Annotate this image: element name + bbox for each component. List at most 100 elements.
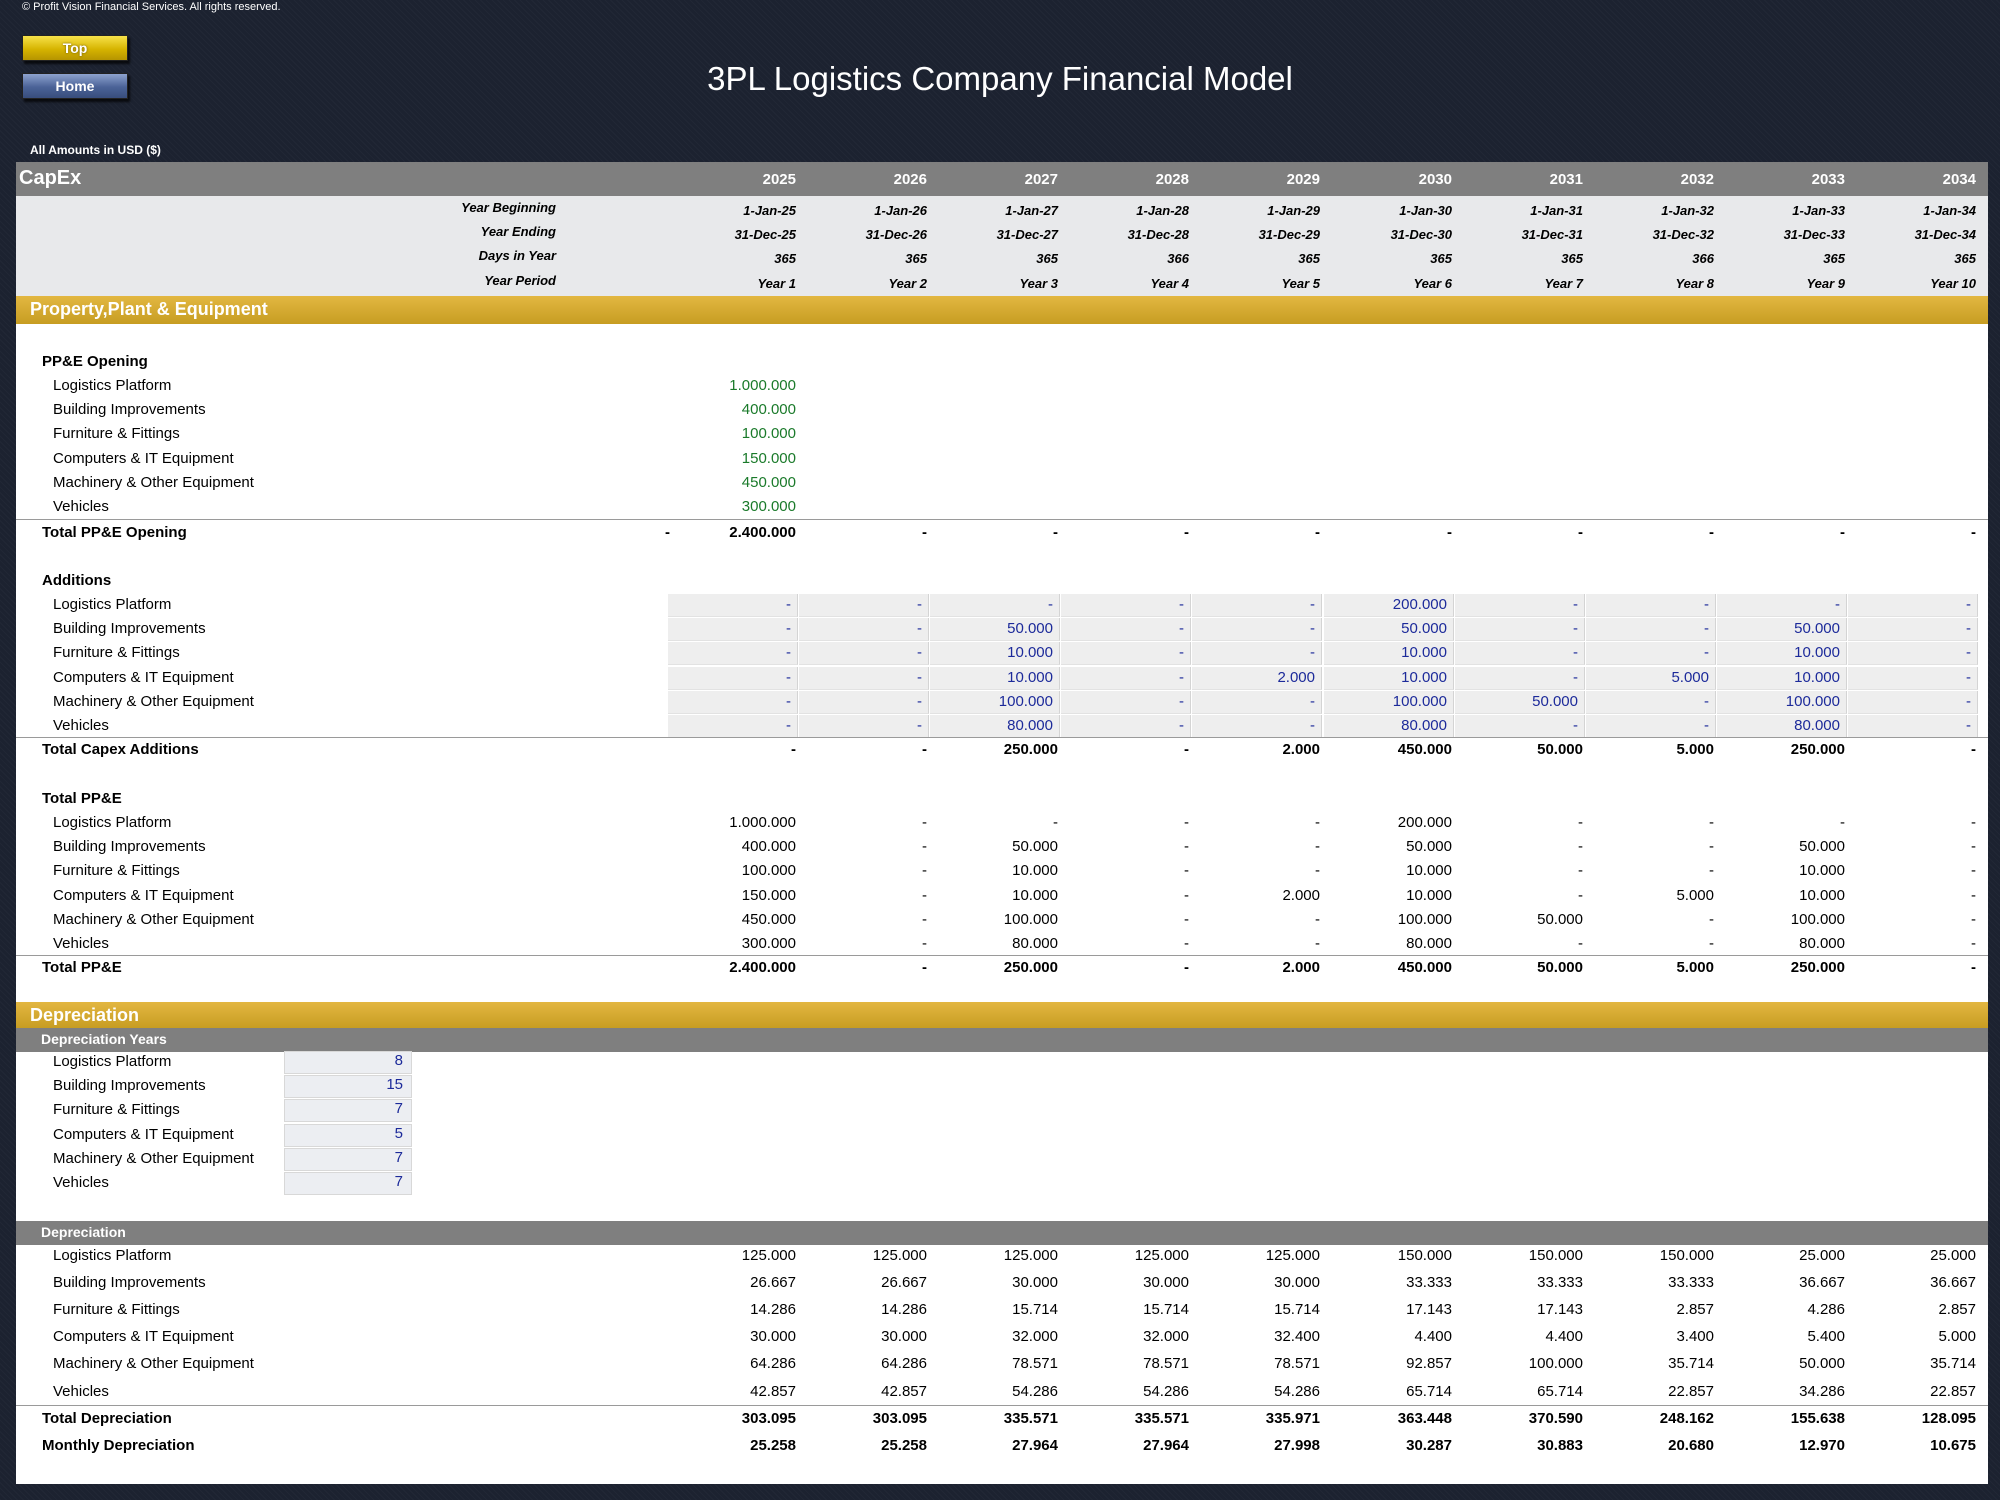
additions-input[interactable]: 10.000: [1717, 642, 1847, 666]
additions-input[interactable]: -: [1848, 594, 1978, 617]
additions-input[interactable]: -: [1192, 618, 1322, 642]
dep-years-input[interactable]: 5: [284, 1123, 412, 1147]
info-value: 1-Jan-27: [1005, 203, 1058, 218]
additions-input[interactable]: -: [1192, 690, 1322, 714]
additions-input[interactable]: 80.000: [930, 715, 1060, 738]
total-ppe-value: -: [1578, 886, 1583, 904]
additions-input[interactable]: 2.000: [1192, 666, 1322, 690]
total-ppe-value: 100.000: [1397, 910, 1452, 928]
dep-years-input[interactable]: 7: [284, 1172, 412, 1195]
total-ppe-value: 5.000: [1676, 886, 1714, 904]
additions-input[interactable]: -: [1586, 642, 1716, 666]
additions-input[interactable]: -: [1455, 715, 1585, 738]
depreciation-total-value: 335.571: [1134, 1410, 1189, 1427]
info-label: Days in Year: [478, 248, 556, 263]
additions-input[interactable]: -: [799, 642, 929, 666]
total-ppe-value: -: [922, 814, 927, 831]
additions-input[interactable]: -: [1455, 594, 1585, 617]
additions-input[interactable]: -: [1455, 618, 1585, 642]
additions-input[interactable]: -: [1061, 690, 1191, 714]
additions-input[interactable]: -: [1717, 594, 1847, 617]
additions-item: Machinery & Other Equipment: [53, 692, 254, 710]
additions-input[interactable]: -: [1848, 618, 1978, 642]
monthly-depreciation-value: 30.883: [1537, 1437, 1583, 1454]
additions-input[interactable]: -: [1192, 594, 1322, 617]
additions-input[interactable]: 50.000: [1455, 690, 1585, 714]
additions-input[interactable]: -: [1586, 594, 1716, 617]
total-ppe-value: -: [1709, 814, 1714, 831]
depreciation-value: 2.857: [1938, 1301, 1976, 1319]
dep-years-input[interactable]: 7: [284, 1147, 412, 1171]
additions-input[interactable]: -: [930, 594, 1060, 617]
additions-input[interactable]: 200.000: [1324, 594, 1454, 617]
additions-input[interactable]: -: [799, 618, 929, 642]
additions-input[interactable]: -: [1455, 642, 1585, 666]
dep-years-input[interactable]: 8: [284, 1051, 412, 1074]
additions-input[interactable]: -: [1848, 642, 1978, 666]
info-value: Year 4: [1150, 276, 1189, 291]
additions-input[interactable]: 50.000: [1324, 618, 1454, 642]
additions-input[interactable]: -: [1192, 715, 1322, 738]
additions-input[interactable]: -: [1192, 642, 1322, 666]
monthly-depreciation-value: 27.964: [1012, 1437, 1058, 1454]
additions-total-value: 2.000: [1282, 741, 1320, 758]
additions-input[interactable]: -: [1586, 690, 1716, 714]
year-header-2029: 2029: [1286, 171, 1320, 188]
additions-total-value: 5.000: [1676, 741, 1714, 758]
ppe-opening-item: Furniture & Fittings: [53, 425, 180, 443]
additions-input[interactable]: -: [1061, 666, 1191, 690]
depreciation-value: 17.143: [1406, 1301, 1452, 1319]
top-button[interactable]: Top: [22, 35, 128, 61]
additions-input[interactable]: 50.000: [1717, 618, 1847, 642]
additions-input[interactable]: 50.000: [930, 618, 1060, 642]
dep-years-input[interactable]: 15: [284, 1075, 412, 1099]
additions-input[interactable]: -: [1061, 594, 1191, 617]
additions-input[interactable]: 10.000: [1324, 666, 1454, 690]
ppe-opening-total-value: -: [1709, 524, 1714, 541]
total-ppe-item: Computers & IT Equipment: [53, 886, 234, 904]
additions-input[interactable]: -: [1848, 690, 1978, 714]
additions-input[interactable]: 10.000: [930, 642, 1060, 666]
additions-input[interactable]: -: [1061, 618, 1191, 642]
additions-input[interactable]: -: [668, 594, 798, 617]
additions-input[interactable]: -: [799, 594, 929, 617]
total-ppe-total-value: 50.000: [1537, 959, 1583, 976]
additions-input[interactable]: -: [799, 715, 929, 738]
total-ppe-value: -: [1971, 838, 1976, 856]
additions-input[interactable]: -: [1848, 666, 1978, 690]
additions-input[interactable]: -: [1848, 715, 1978, 738]
additions-input[interactable]: 100.000: [930, 690, 1060, 714]
additions-input[interactable]: -: [799, 666, 929, 690]
additions-input[interactable]: -: [1586, 715, 1716, 738]
additions-input[interactable]: 10.000: [930, 666, 1060, 690]
additions-input[interactable]: -: [668, 618, 798, 642]
info-value: 1-Jan-29: [1267, 203, 1320, 218]
additions-input[interactable]: -: [668, 690, 798, 714]
info-value: Year 7: [1544, 276, 1583, 291]
additions-input[interactable]: -: [1586, 618, 1716, 642]
ppe-opening-value: 1.000.000: [729, 377, 796, 394]
additions-input[interactable]: -: [799, 690, 929, 714]
additions-input[interactable]: 10.000: [1324, 642, 1454, 666]
additions-input[interactable]: -: [668, 642, 798, 666]
monthly-depreciation-value: 30.287: [1406, 1437, 1452, 1454]
additions-input[interactable]: 80.000: [1717, 715, 1847, 738]
additions-input[interactable]: -: [668, 715, 798, 738]
dep-years-input[interactable]: 7: [284, 1099, 412, 1123]
additions-total-value: 50.000: [1537, 741, 1583, 758]
additions-input[interactable]: 100.000: [1717, 690, 1847, 714]
additions-input[interactable]: -: [1455, 666, 1585, 690]
additions-input[interactable]: 10.000: [1717, 666, 1847, 690]
total-ppe-value: -: [1315, 862, 1320, 880]
additions-input[interactable]: -: [1061, 642, 1191, 666]
total-ppe-value: -: [1971, 862, 1976, 880]
additions-input[interactable]: 80.000: [1324, 715, 1454, 738]
total-ppe-value: -: [1184, 886, 1189, 904]
home-button[interactable]: Home: [22, 73, 128, 99]
additions-input[interactable]: -: [668, 666, 798, 690]
total-ppe-value: 10.000: [1012, 886, 1058, 904]
total-ppe-total-value: 250.000: [1003, 959, 1058, 976]
additions-input[interactable]: 5.000: [1586, 666, 1716, 690]
additions-input[interactable]: 100.000: [1324, 690, 1454, 714]
additions-input[interactable]: -: [1061, 715, 1191, 738]
